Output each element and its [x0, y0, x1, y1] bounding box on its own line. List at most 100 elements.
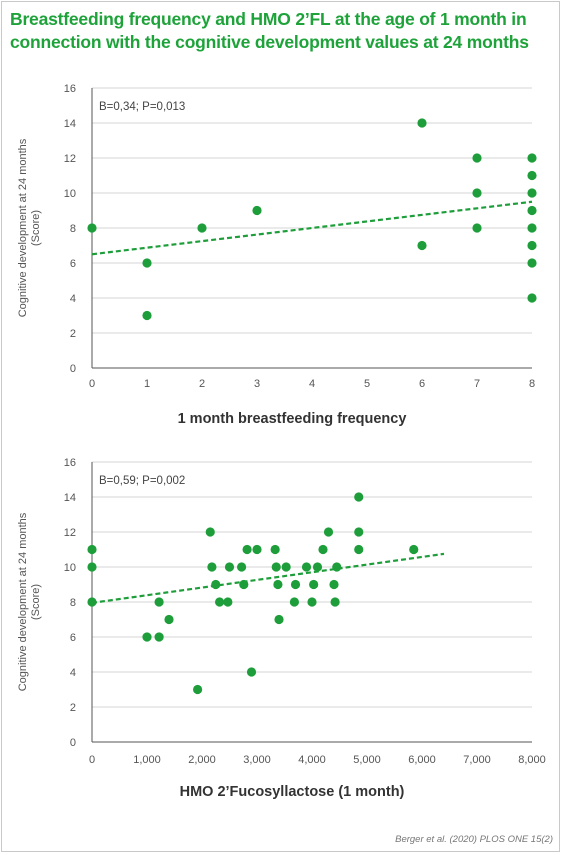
data-point: [527, 170, 537, 181]
data-point: [193, 684, 203, 695]
data-point: [164, 614, 174, 625]
x-tick-label: 4,000: [298, 754, 326, 766]
stat-annotation: B=0,34; P=0,013: [99, 101, 185, 113]
x-tick-label: 1: [144, 378, 150, 390]
title-line-2: connection with the cognitive developmen…: [10, 32, 529, 52]
data-point: [354, 492, 364, 502]
y-tick-label: 10: [64, 562, 76, 574]
data-point: [527, 188, 537, 198]
y-tick-label: 10: [64, 188, 76, 200]
trend-line: [91, 552, 445, 604]
x-tick-label: 0: [89, 754, 95, 766]
data-point: [409, 544, 419, 555]
data-point: [142, 310, 152, 321]
y-tick-label: 8: [70, 223, 76, 235]
x-tick-label: 8,000: [518, 754, 546, 766]
data-point: [154, 597, 164, 607]
y-tick-label: 16: [64, 83, 76, 95]
y-tick-label: 12: [64, 527, 76, 539]
x-tick-label: 6: [419, 378, 425, 390]
data-point: [289, 597, 299, 607]
data-point: [527, 153, 537, 163]
data-point: [301, 562, 312, 572]
y-tick-label: 6: [70, 258, 76, 270]
x-axis-title: HMO 2’Fucosyllactose (1 month): [180, 784, 405, 800]
data-point: [318, 544, 328, 555]
data-point: [273, 579, 283, 590]
x-tick-label: 4: [309, 378, 315, 390]
source-citation: Berger et al. (2020) PLOS ONE 15(2): [395, 834, 553, 845]
data-point: [223, 597, 233, 607]
data-point: [330, 597, 340, 607]
y-axis-title: Cognitive development at 24 months: [17, 138, 29, 317]
x-tick-label: 7: [474, 378, 480, 390]
figure-title: Breastfeeding frequency and HMO 2’FL at …: [10, 8, 550, 54]
data-point: [154, 632, 164, 642]
data-point: [312, 562, 323, 572]
y-tick-label: 4: [70, 667, 76, 679]
data-point: [527, 258, 537, 268]
data-point: [527, 223, 537, 233]
y-tick-label: 16: [64, 457, 76, 469]
data-point: [417, 240, 427, 251]
data-point: [224, 562, 235, 572]
data-point: [87, 223, 97, 233]
data-point: [242, 544, 252, 555]
x-tick-label: 7,000: [463, 754, 491, 766]
x-tick-label: 5,000: [353, 754, 381, 766]
x-tick-label: 0: [89, 378, 95, 390]
data-point: [271, 562, 281, 572]
y-axis-title-unit: (Score): [30, 210, 42, 246]
x-tick-label: 5: [364, 378, 370, 390]
y-tick-label: 0: [70, 363, 76, 375]
stat-annotation: B=0,59; P=0,002: [99, 475, 185, 487]
data-point: [237, 562, 247, 572]
data-point: [142, 632, 152, 642]
data-point: [527, 293, 537, 303]
x-tick-label: 3: [254, 378, 260, 390]
data-point: [205, 527, 215, 537]
data-point: [87, 544, 97, 555]
y-axis-title-unit: (Score): [30, 584, 42, 620]
x-tick-label: 2: [199, 378, 205, 390]
y-tick-label: 2: [70, 702, 76, 714]
y-tick-label: 6: [70, 632, 76, 644]
data-point: [142, 258, 152, 268]
y-tick-label: 4: [70, 293, 76, 305]
data-point: [309, 579, 319, 590]
data-point: [252, 544, 262, 555]
data-point: [274, 614, 284, 625]
title-line-1: Breastfeeding frequency and HMO 2’FL at …: [10, 9, 527, 29]
data-point: [417, 118, 427, 128]
data-point: [290, 579, 301, 590]
data-point: [527, 205, 537, 216]
data-point: [215, 597, 225, 607]
y-tick-label: 8: [70, 597, 76, 609]
x-tick-label: 3,000: [243, 754, 271, 766]
x-tick-label: 1,000: [133, 754, 161, 766]
y-tick-label: 14: [64, 492, 76, 504]
data-point: [354, 527, 364, 537]
y-tick-label: 12: [64, 153, 76, 165]
y-tick-label: 0: [70, 737, 76, 749]
data-point: [472, 153, 482, 163]
data-point: [207, 562, 217, 572]
y-tick-label: 2: [70, 328, 76, 340]
data-point: [323, 527, 334, 537]
data-point: [281, 562, 291, 572]
data-point: [472, 188, 482, 198]
data-point: [246, 667, 257, 677]
trend-line: [91, 200, 533, 256]
x-tick-label: 2,000: [188, 754, 216, 766]
data-point: [252, 205, 262, 216]
data-point: [472, 223, 482, 233]
data-point: [307, 597, 317, 607]
data-point: [354, 544, 364, 555]
x-axis-title: 1 month breastfeeding frequency: [178, 411, 407, 427]
data-point: [197, 223, 207, 233]
y-tick-label: 14: [64, 118, 76, 130]
x-tick-label: 6,000: [408, 754, 436, 766]
x-tick-label: 8: [529, 378, 535, 390]
